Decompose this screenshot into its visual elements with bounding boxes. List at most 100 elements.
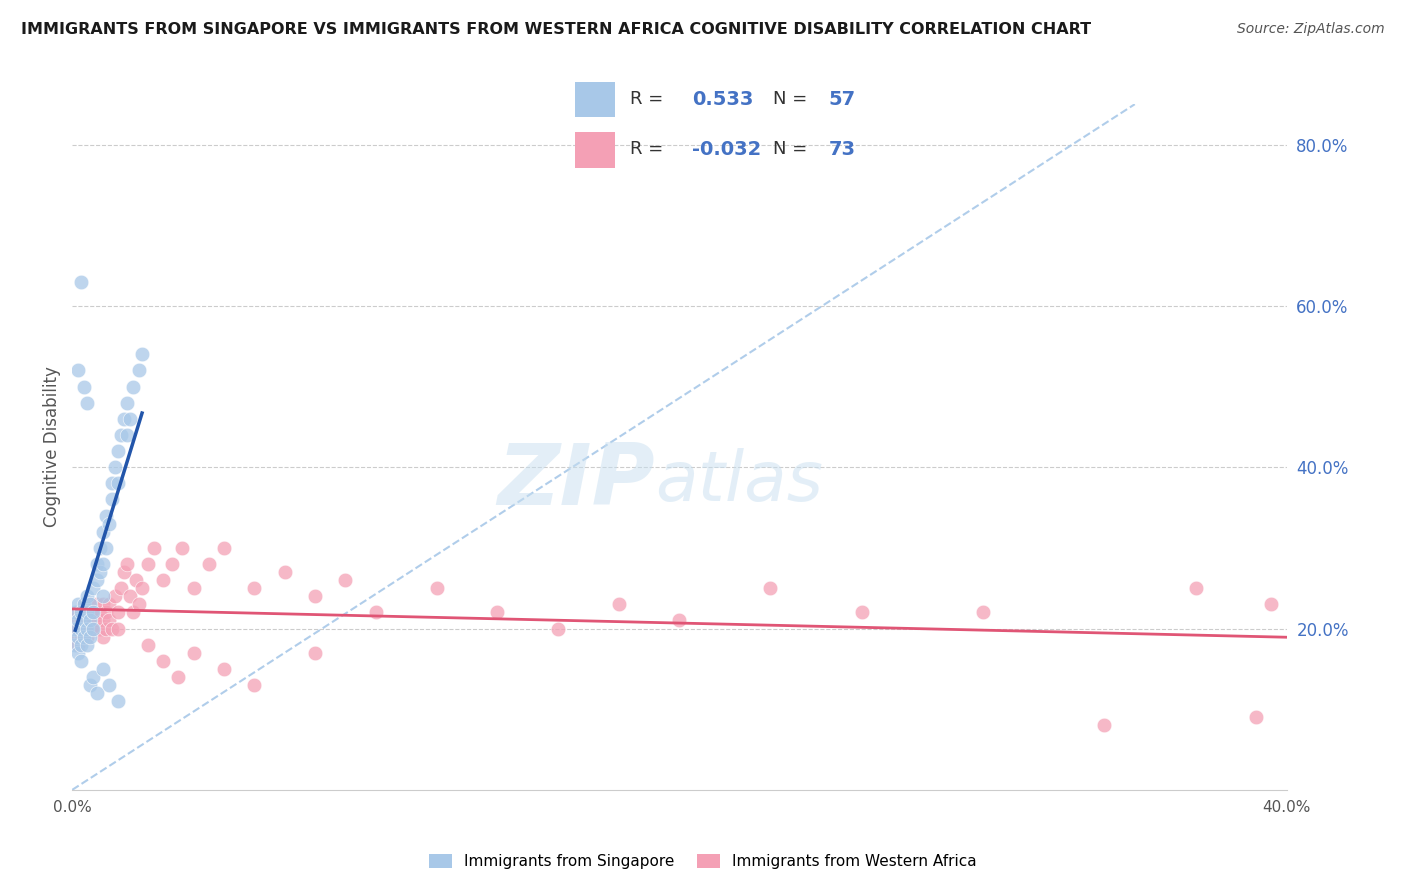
Text: R =: R = xyxy=(630,90,664,108)
Point xyxy=(70,622,93,636)
Point xyxy=(972,606,994,620)
Point xyxy=(118,411,141,425)
Point xyxy=(152,654,174,668)
Point xyxy=(100,622,122,636)
Point xyxy=(76,638,98,652)
Point xyxy=(91,614,114,628)
Point xyxy=(110,581,132,595)
Point xyxy=(79,678,101,692)
Point xyxy=(67,363,90,377)
Text: N =: N = xyxy=(773,90,807,108)
Point xyxy=(110,428,132,442)
Y-axis label: Cognitive Disability: Cognitive Disability xyxy=(44,367,60,527)
Point xyxy=(86,686,108,700)
Point xyxy=(112,411,135,425)
Point xyxy=(104,460,127,475)
Point xyxy=(86,614,108,628)
Point xyxy=(86,557,108,571)
Point xyxy=(70,630,93,644)
Point xyxy=(89,565,111,579)
Point xyxy=(82,622,104,636)
Point xyxy=(82,614,104,628)
Point xyxy=(1184,581,1206,595)
Point xyxy=(198,557,221,571)
Point xyxy=(91,597,114,611)
Point xyxy=(128,597,150,611)
Point xyxy=(91,557,114,571)
Point xyxy=(212,541,235,555)
Point xyxy=(486,606,509,620)
Point xyxy=(851,606,873,620)
Point xyxy=(304,646,326,660)
Text: atlas: atlas xyxy=(655,448,823,515)
Point xyxy=(79,622,101,636)
Point xyxy=(107,444,129,458)
Point xyxy=(70,606,93,620)
Point xyxy=(73,622,96,636)
Point xyxy=(86,573,108,587)
Point xyxy=(136,638,159,652)
Point xyxy=(97,597,120,611)
Point xyxy=(79,614,101,628)
Point xyxy=(76,622,98,636)
Point xyxy=(65,622,87,636)
Text: 0.533: 0.533 xyxy=(692,90,754,109)
Point xyxy=(82,606,104,620)
Point xyxy=(89,622,111,636)
Point xyxy=(76,606,98,620)
Point xyxy=(79,630,101,644)
Point xyxy=(547,622,569,636)
Point xyxy=(79,597,101,611)
Point xyxy=(94,541,117,555)
Point xyxy=(79,597,101,611)
Point xyxy=(152,573,174,587)
Point xyxy=(73,614,96,628)
Text: Source: ZipAtlas.com: Source: ZipAtlas.com xyxy=(1237,22,1385,37)
Point xyxy=(82,670,104,684)
Point xyxy=(607,597,630,611)
Point xyxy=(183,646,205,660)
Point xyxy=(82,606,104,620)
Point xyxy=(100,492,122,507)
Point xyxy=(65,614,87,628)
Point xyxy=(67,646,90,660)
Point xyxy=(67,597,90,611)
Point xyxy=(86,597,108,611)
Point xyxy=(94,508,117,523)
Point xyxy=(425,581,447,595)
Point xyxy=(67,606,90,620)
Point xyxy=(70,614,93,628)
Point xyxy=(183,581,205,595)
Point xyxy=(304,589,326,603)
Point xyxy=(107,476,129,491)
Point xyxy=(82,622,104,636)
Point xyxy=(73,597,96,611)
Point xyxy=(91,630,114,644)
Point xyxy=(243,678,266,692)
Point xyxy=(94,622,117,636)
Point xyxy=(73,379,96,393)
Point xyxy=(1094,718,1116,732)
Point xyxy=(91,524,114,539)
Point xyxy=(759,581,782,595)
Point xyxy=(67,614,90,628)
Point xyxy=(364,606,387,620)
Point xyxy=(76,630,98,644)
Point xyxy=(115,557,138,571)
Point xyxy=(73,606,96,620)
Point xyxy=(65,630,87,644)
Point xyxy=(170,541,193,555)
Text: R =: R = xyxy=(630,141,664,159)
Point xyxy=(70,654,93,668)
Point xyxy=(167,670,190,684)
Text: -0.032: -0.032 xyxy=(692,140,762,159)
Point xyxy=(115,428,138,442)
Point xyxy=(131,581,153,595)
Point xyxy=(112,565,135,579)
FancyBboxPatch shape xyxy=(575,132,614,168)
Point xyxy=(76,589,98,603)
Point xyxy=(97,614,120,628)
Point xyxy=(1260,597,1282,611)
Point xyxy=(70,638,93,652)
Point xyxy=(131,347,153,361)
